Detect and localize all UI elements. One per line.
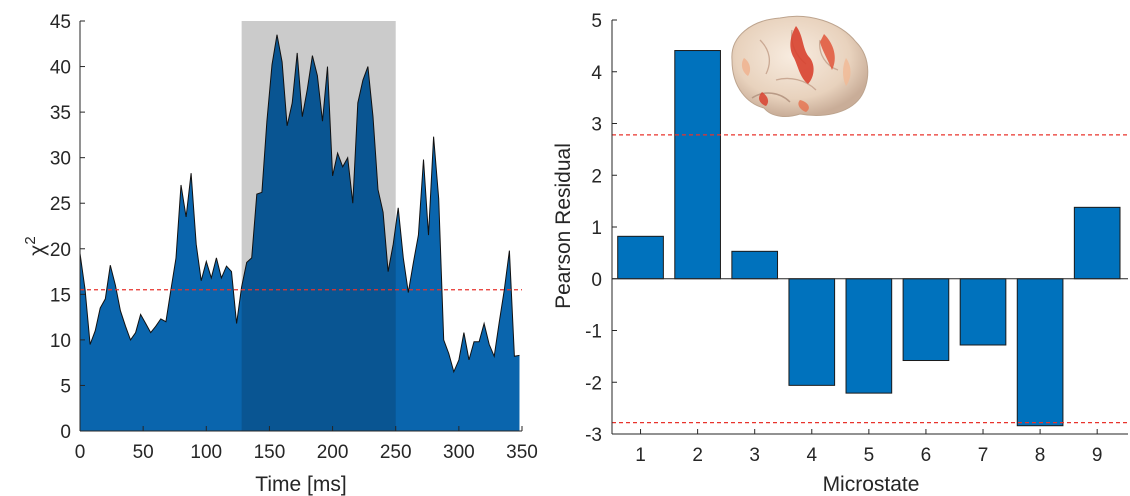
bar-microstate-3 <box>731 250 779 280</box>
x-axis-label-microstate: Microstate <box>823 473 920 496</box>
bar-microstate-2 <box>674 50 721 280</box>
x-tick-label: 100 <box>190 442 222 463</box>
y-tick-label: 45 <box>50 12 71 33</box>
y-tick-label: 5 <box>591 11 602 32</box>
bar-microstate-5 <box>845 278 893 394</box>
y-axis-label-pearson: Pearson Residual <box>552 143 575 309</box>
y-tick-label: 15 <box>50 285 71 306</box>
bar-microstate-4 <box>788 278 836 386</box>
x-tick-label: 250 <box>380 442 412 463</box>
x-tick-label: 7 <box>978 445 989 466</box>
x-tick-label: 350 <box>506 442 538 463</box>
y-tick-label: 5 <box>60 376 71 397</box>
x-tick-label: 5 <box>864 445 875 466</box>
y-axis-label-chi: χ <box>26 245 49 256</box>
brain-surface-image <box>731 15 869 117</box>
y-tick-label: 20 <box>50 240 71 261</box>
x-tick-label: 6 <box>921 445 932 466</box>
y-tick-label: 25 <box>50 194 71 215</box>
x-tick-label: 2 <box>692 445 703 466</box>
y-tick-label: 10 <box>50 331 71 352</box>
x-tick-label: 150 <box>254 442 286 463</box>
left-axes: 0 50 100 150 200 250 300 350 0 5 10 15 20 25 30 35 40 45 <box>50 12 538 463</box>
y-tick-label: 3 <box>591 115 602 136</box>
y-tick-label: 2 <box>591 166 602 187</box>
y-tick-label: 0 <box>591 270 602 291</box>
y-tick-label: 30 <box>50 149 71 170</box>
y-tick-label: 35 <box>50 103 71 124</box>
y-tick-label: 40 <box>50 58 71 79</box>
y-tick-label: -1 <box>585 322 602 343</box>
x-tick-label: 300 <box>443 442 475 463</box>
bar-microstate-9 <box>1073 206 1121 280</box>
bar-microstate-7 <box>959 278 1007 346</box>
y-tick-label: 1 <box>591 218 602 239</box>
x-tick-label: 0 <box>75 442 86 463</box>
bar-microstate-8 <box>1016 278 1064 427</box>
y-axis-label-exponent: 2 <box>22 236 39 244</box>
x-axis-label: Time [ms] <box>255 473 346 496</box>
chi-square-line <box>79 34 520 374</box>
pearson-residual-panel: 1 2 3 4 5 6 7 8 9 -3 -2 -1 0 1 2 3 4 5 Microstate Pearson… <box>552 11 1128 496</box>
x-tick-label: 200 <box>317 442 349 463</box>
x-tick-label: 50 <box>133 442 154 463</box>
y-tick-label: 4 <box>591 63 602 84</box>
x-tick-label: 4 <box>806 445 817 466</box>
x-tick-label: 9 <box>1092 445 1103 466</box>
bar-microstate-1 <box>617 235 664 280</box>
chi-square-area-highlighted <box>241 34 396 431</box>
y-tick-label: -2 <box>585 373 602 394</box>
chi-square-time-panel: 0 50 100 150 200 250 300 350051015202530354045 … <box>22 12 538 496</box>
y-axis-label: χ2 <box>22 236 49 255</box>
right-axes: 1 2 3 4 5 6 7 8 9 -3 -2 -1 0 1 2 3 4 5 <box>585 11 1128 466</box>
y-tick-label: -3 <box>585 425 602 446</box>
x-tick-label: 1 <box>635 445 646 466</box>
x-tick-label: 8 <box>1035 445 1046 466</box>
x-tick-label: 3 <box>749 445 760 466</box>
y-tick-label: 0 <box>60 422 71 443</box>
bar-microstate-6 <box>902 278 950 362</box>
bar-series <box>617 50 1121 427</box>
